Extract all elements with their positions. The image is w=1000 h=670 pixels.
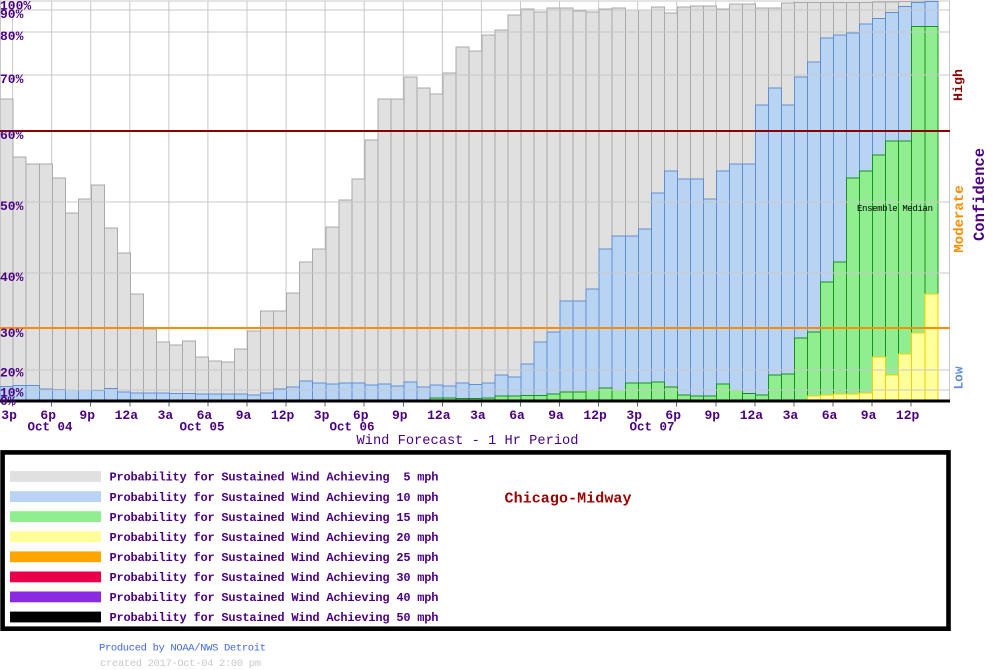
svg-text:6p: 6p [353, 408, 369, 423]
svg-text:3a: 3a [470, 408, 486, 423]
svg-text:6a: 6a [509, 408, 525, 423]
svg-text:High: High [951, 69, 966, 101]
svg-text:90%: 90% [0, 7, 24, 22]
svg-text:6p: 6p [40, 408, 56, 423]
svg-text:Chicago-Midway: Chicago-Midway [505, 491, 632, 508]
svg-text:Low: Low [952, 366, 967, 389]
svg-text:6a: 6a [197, 408, 213, 423]
svg-text:9p: 9p [79, 408, 95, 423]
svg-text:100%: 100% [0, 0, 31, 14]
svg-text:3p: 3p [314, 408, 330, 423]
svg-text:Oct 04: Oct 04 [27, 421, 73, 435]
svg-text:Probability for Sustained Wind: Probability for Sustained Wind Achieving… [110, 511, 439, 525]
svg-text:50%: 50% [0, 199, 24, 214]
svg-text:Probability for Sustained Wind: Probability for Sustained Wind Achieving… [110, 611, 439, 625]
svg-text:40%: 40% [0, 270, 24, 285]
svg-text:created 2017-Oct-04 2:00 pm: created 2017-Oct-04 2:00 pm [100, 658, 261, 670]
svg-text:3p: 3p [626, 408, 642, 423]
svg-text:12p: 12p [896, 408, 920, 423]
svg-text:9a: 9a [548, 408, 564, 423]
svg-text:Probability for Sustained Wind: Probability for Sustained Wind Achieving… [110, 551, 439, 565]
svg-text:9a: 9a [236, 408, 252, 423]
svg-text:60%: 60% [0, 128, 24, 143]
svg-text:Oct 06: Oct 06 [329, 421, 374, 435]
svg-text:Produced by NOAA/NWS Detroit: Produced by NOAA/NWS Detroit [99, 643, 266, 655]
svg-text:9a: 9a [861, 408, 877, 423]
svg-text:9p: 9p [392, 408, 408, 423]
svg-text:3a: 3a [783, 408, 799, 423]
svg-text:3p: 3p [1, 408, 17, 423]
svg-text:Wind Forecast - 1 Hr Period: Wind Forecast - 1 Hr Period [357, 434, 579, 449]
svg-text:12p: 12p [271, 408, 295, 423]
svg-text:12p: 12p [583, 408, 607, 423]
svg-text:10%: 10% [0, 386, 24, 401]
svg-text:9p: 9p [704, 408, 720, 423]
svg-text:Moderate: Moderate [952, 185, 968, 252]
svg-text:12a: 12a [740, 408, 764, 423]
svg-text:Confidence: Confidence [971, 148, 989, 241]
svg-text:Oct 07: Oct 07 [629, 421, 674, 435]
svg-text:12a: 12a [115, 408, 139, 423]
svg-text:30%: 30% [0, 326, 24, 341]
svg-text:80%: 80% [0, 29, 24, 44]
svg-text:70%: 70% [0, 72, 24, 87]
svg-text:Probability for Sustained Wind: Probability for Sustained Wind Achieving… [110, 591, 439, 605]
svg-text:Probability for Sustained Wind: Probability for Sustained Wind Achieving… [110, 571, 439, 585]
svg-text:12a: 12a [427, 408, 451, 423]
svg-text:Oct 05: Oct 05 [179, 421, 224, 435]
svg-text:Probability for Sustained Wind: Probability for Sustained Wind Achieving… [110, 531, 439, 545]
svg-text:6a: 6a [822, 408, 838, 423]
svg-text:20%: 20% [0, 366, 24, 381]
svg-text:Ensemble Median: Ensemble Median [857, 204, 933, 214]
svg-text:0%: 0% [0, 394, 16, 409]
svg-text:Probability for Sustained Wind: Probability for Sustained Wind Achieving… [110, 491, 439, 505]
svg-text:Probability for Sustained Wind: Probability for Sustained Wind Achieving… [110, 471, 439, 485]
svg-text:6p: 6p [665, 408, 681, 423]
svg-text:3a: 3a [158, 408, 174, 423]
